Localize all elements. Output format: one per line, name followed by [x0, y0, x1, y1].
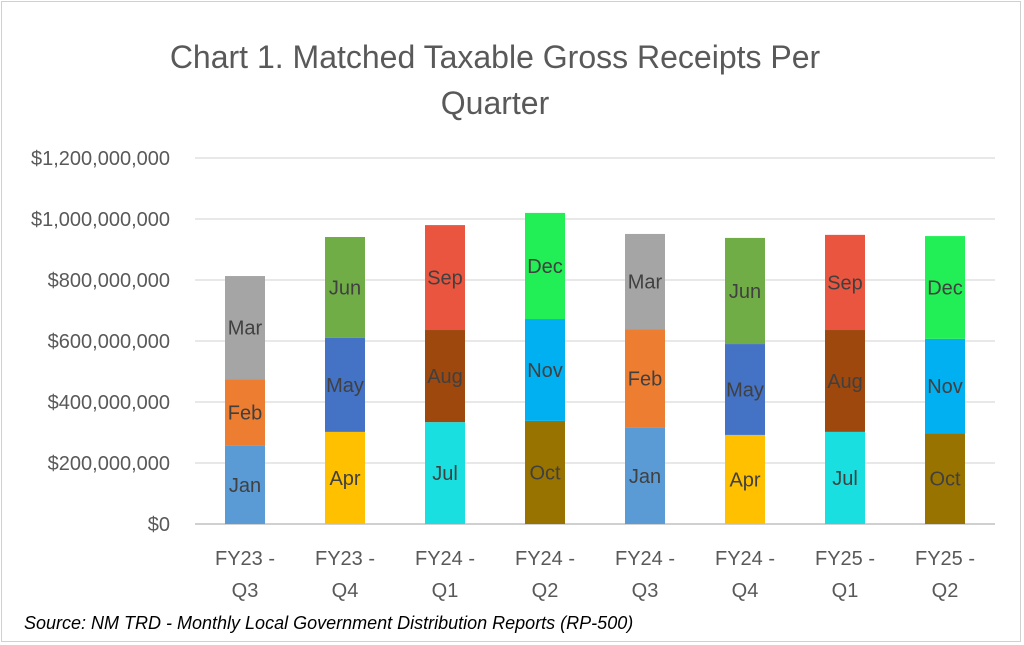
- bar-segment-dec: [925, 236, 965, 339]
- data-label: Feb: [228, 403, 262, 425]
- x-tick-label: FY24 -: [715, 548, 775, 570]
- bar-segment-nov: [925, 338, 965, 434]
- bar-segment-sep: [825, 234, 865, 331]
- y-tick-label: $400,000,000: [48, 392, 170, 414]
- x-tick-label: Q4: [332, 580, 359, 602]
- bar-stack: Apr May Jun: [725, 237, 765, 524]
- bar-segment-aug: [825, 330, 865, 432]
- x-tick-label: FY25 -: [815, 548, 875, 570]
- bar-segment-nov: [525, 319, 565, 421]
- y-tick-label: $800,000,000: [48, 270, 170, 292]
- x-tick-label: FY25 -: [915, 548, 975, 570]
- data-label: Apr: [329, 468, 360, 490]
- bar-segment-apr: [725, 434, 765, 524]
- y-tick-label: $1,200,000,000: [31, 148, 170, 170]
- data-label: Aug: [427, 366, 463, 388]
- bar-segment-aug: [425, 330, 465, 423]
- bar-segment-oct: [525, 420, 565, 524]
- bar-segment-may: [725, 344, 765, 435]
- bar-segment-mar: [225, 276, 265, 380]
- x-tick-label: FY24 -: [515, 548, 575, 570]
- bar-segment-jun: [725, 237, 765, 345]
- data-label: Aug: [827, 371, 863, 393]
- data-label: May: [326, 375, 364, 397]
- bar-stack: Jan Feb Mar: [225, 276, 265, 524]
- x-tick-label: Q2: [932, 580, 959, 602]
- x-tick-label: Q3: [232, 580, 259, 602]
- chart-title-line-2: Quarter: [441, 85, 550, 121]
- x-tick-label: FY23 -: [215, 548, 275, 570]
- bar-stack: Oct Nov Dec: [925, 236, 965, 524]
- data-label: Sep: [827, 272, 863, 294]
- bar-segment-may: [325, 337, 365, 432]
- bar-stack: Oct Nov Dec: [525, 212, 565, 524]
- data-label: Feb: [628, 369, 662, 391]
- x-tick-label: Q1: [832, 580, 859, 602]
- y-tick-label: $200,000,000: [48, 453, 170, 475]
- data-label: Oct: [929, 469, 961, 491]
- data-label: Mar: [628, 272, 663, 294]
- chart-title-line-1: Chart 1. Matched Taxable Gross Receipts …: [170, 39, 821, 75]
- data-label: Nov: [927, 376, 963, 398]
- x-tick-label: Q4: [732, 580, 759, 602]
- data-label: May: [726, 379, 764, 401]
- y-tick-label: $0: [148, 514, 170, 536]
- data-label: Jul: [432, 463, 458, 485]
- y-tick-label: $600,000,000: [48, 331, 170, 353]
- bar-stack: Jul Aug Sep: [825, 234, 865, 524]
- x-tick-label: Q2: [532, 580, 559, 602]
- x-tick-label: FY24 -: [415, 548, 475, 570]
- bar-stack: Jan Feb Mar: [625, 233, 665, 524]
- data-label: Dec: [527, 256, 563, 278]
- data-label: Sep: [427, 268, 463, 290]
- bar-segment-dec: [525, 212, 565, 320]
- bar-segment-apr: [325, 431, 365, 524]
- x-tick-label: FY23 -: [315, 548, 375, 570]
- data-label: Jun: [729, 281, 761, 303]
- data-label: Jun: [329, 277, 361, 299]
- data-label: Oct: [529, 462, 561, 484]
- x-tick-label: FY24 -: [615, 548, 675, 570]
- bar-segment-jun: [325, 236, 365, 338]
- bar-segment-oct: [925, 433, 965, 524]
- bar-segment-jul: [825, 431, 865, 524]
- bar-stack: Apr May Jun: [325, 236, 365, 524]
- bar-segment-jul: [425, 422, 465, 524]
- bar-segment-jan: [625, 427, 665, 524]
- data-label: Apr: [729, 469, 760, 491]
- x-tick-label: Q3: [632, 580, 659, 602]
- bar-segment-mar: [625, 233, 665, 330]
- data-label: Nov: [527, 360, 563, 382]
- data-label: Mar: [228, 318, 263, 340]
- data-label: Jul: [832, 468, 858, 490]
- data-label: Jan: [229, 475, 261, 497]
- bar-segment-feb: [625, 329, 665, 428]
- bar-segment-feb: [225, 379, 265, 446]
- x-tick-label: Q1: [432, 580, 459, 602]
- data-label: Dec: [927, 277, 963, 299]
- y-tick-label: $1,000,000,000: [31, 209, 170, 231]
- data-label: Jan: [629, 466, 661, 488]
- bar-segment-jan: [225, 445, 265, 524]
- source-note: Source: NM TRD - Monthly Local Governmen…: [24, 613, 633, 633]
- bar-segment-sep: [425, 225, 465, 331]
- bar-stack: Jul Aug Sep: [425, 225, 465, 524]
